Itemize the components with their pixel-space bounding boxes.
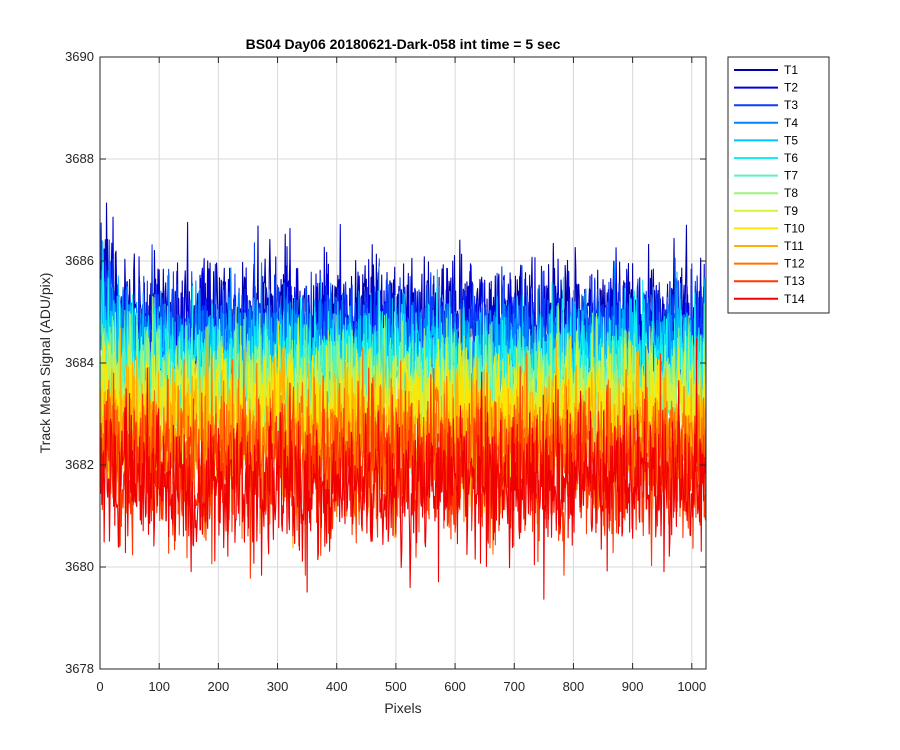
x-tick-label: 200	[208, 679, 230, 694]
legend-label-t14: T14	[784, 292, 805, 306]
legend-label-t8: T8	[784, 186, 798, 200]
legend-label-t3: T3	[784, 98, 798, 112]
x-axis-label: Pixels	[384, 700, 421, 716]
x-tick-label: 500	[385, 679, 407, 694]
x-tick-label: 900	[622, 679, 644, 694]
y-tick-label: 3682	[65, 457, 94, 472]
x-tick-labels: 0 100 200 300 400 500 600 700 800 900 1000	[96, 679, 706, 694]
legend: T1 T2 T3 T4 T5 T6 T7 T8 T9 T10 T11 T12 T13 T14	[727, 56, 830, 314]
chart-title: BS04 Day06 20180621-Dark-058 int time = …	[246, 36, 561, 52]
axis-ticks	[99, 56, 706, 670]
y-tick-label: 3690	[65, 49, 94, 64]
x-tick-label: 1000	[677, 679, 706, 694]
series-line-t14	[100, 337, 706, 600]
legend-label-t13: T13	[784, 274, 805, 288]
x-tick-label: 800	[563, 679, 585, 694]
y-tick-labels: 3678 3680 3682 3684 3686 3688 3690	[65, 49, 94, 676]
legend-label-t9: T9	[784, 204, 798, 218]
y-tick-label: 3678	[65, 661, 94, 676]
legend-label-t4: T4	[784, 116, 798, 130]
x-tick-label: 400	[326, 679, 348, 694]
legend-label-t6: T6	[784, 151, 798, 165]
legend-label-t5: T5	[784, 133, 798, 147]
legend-label-t2: T2	[784, 81, 798, 95]
series-group	[100, 202, 706, 600]
x-tick-label: 300	[267, 679, 289, 694]
y-tick-label: 3684	[65, 355, 94, 370]
legend-label-t1: T1	[784, 63, 798, 77]
y-tick-label: 3686	[65, 253, 94, 268]
y-axis-label: Track Mean Signal (ADU/pix)	[37, 273, 53, 454]
legend-label-t11: T11	[784, 239, 804, 253]
legend-label-t10: T10	[784, 221, 805, 235]
legend-label-t7: T7	[784, 169, 798, 183]
y-tick-label: 3680	[65, 559, 94, 574]
x-tick-label: 700	[503, 679, 525, 694]
legend-box	[727, 56, 830, 314]
x-tick-label: 600	[444, 679, 466, 694]
x-tick-label: 100	[148, 679, 170, 694]
y-tick-label: 3688	[65, 151, 94, 166]
legend-label-t12: T12	[784, 257, 805, 271]
x-tick-label: 0	[96, 679, 103, 694]
